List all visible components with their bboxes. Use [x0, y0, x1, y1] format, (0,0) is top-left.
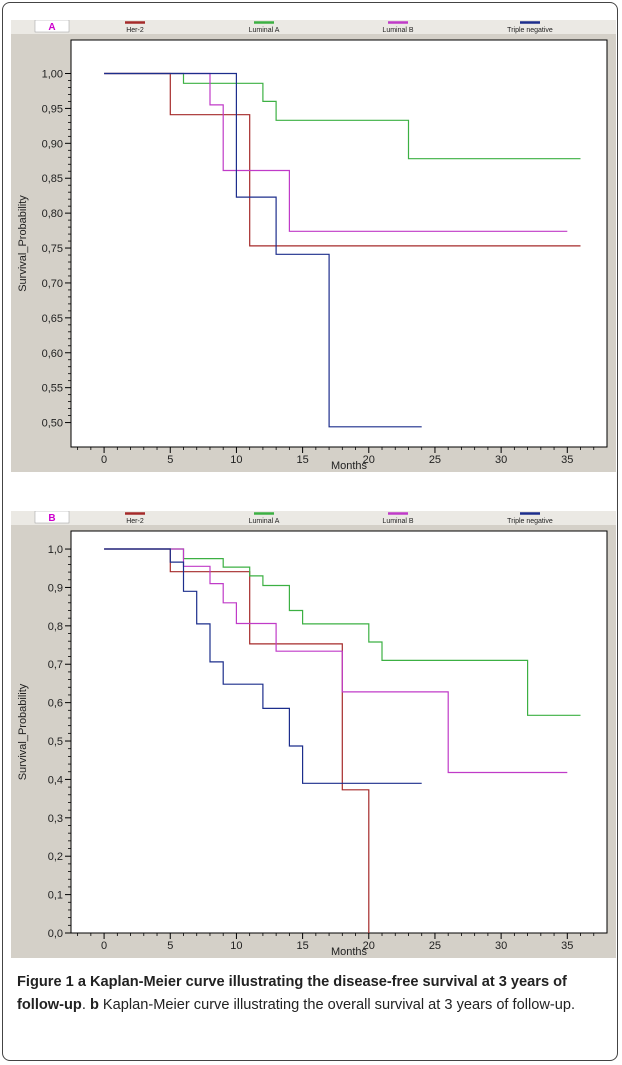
- panel-a-x-tick-label: 0: [101, 454, 107, 466]
- panel-a-legend-strip: [11, 20, 616, 34]
- panel-a-x-tick-label: 30: [495, 454, 507, 466]
- panel-a-legend-label: Triple negative: [507, 27, 553, 34]
- caption-a-text: Figure 1 a Kaplan-Meier curve illustrati…: [17, 974, 567, 1013]
- panel-a-y-tick-label: 0,90: [42, 138, 63, 150]
- panel-a-x-tick-label: 20: [363, 454, 375, 466]
- panel-b-legend-label: Triple negative: [507, 518, 553, 525]
- chart-panel-a: A Her-2 Luminal A Luminal B Triple negative 0…: [11, 20, 616, 472]
- panel-b-y-tick-label: 1,0: [48, 544, 63, 556]
- panel-a-legend-label: Luminal A: [249, 27, 280, 34]
- panel-b-legend-strip: [11, 511, 616, 525]
- panel-a-y-tick-label: 0,55: [42, 383, 63, 395]
- panel-b-x-tick-label: 25: [429, 940, 441, 952]
- panel-b-x-tick-label: 35: [561, 940, 573, 952]
- panel-b-series-luminal-b: [104, 548, 568, 774]
- caption-separator: .: [81, 997, 90, 1013]
- panel-b-y-tick-label: 0,3: [48, 813, 63, 825]
- panel-b-y-tick-label: 0,4: [48, 774, 63, 786]
- panel-b-legend-label: Her-2: [126, 518, 144, 525]
- panel-b-y-tick-label: 0,8: [48, 621, 63, 633]
- panel-b-y-tick-label: 0,6: [48, 698, 63, 710]
- panel-b-label-box: [34, 511, 70, 524]
- panel-b-y-tick-label: 0,5: [48, 736, 63, 748]
- panel-a-x-tick-label: 10: [230, 454, 242, 466]
- panel-a-y-tick-label: 0,95: [42, 103, 63, 115]
- panel-b-series-luminal-a: [104, 548, 581, 716]
- panel-a-legend-label: Her-2: [126, 27, 144, 34]
- panel-a-x-axis-label: Months: [331, 460, 368, 472]
- panel-b-y-tick-label: 0,9: [48, 582, 63, 594]
- panel-b-y-tick-label: 0,7: [48, 659, 63, 671]
- panel-b-series-triple-negative: [104, 548, 422, 784]
- panel-a-series-luminal-b: [104, 72, 568, 232]
- panel-a-y-tick-label: 0,50: [42, 418, 63, 430]
- panel-a-y-tick-label: 0,70: [42, 278, 63, 290]
- panel-a-y-tick-label: 0,65: [42, 313, 63, 325]
- panel-b-x-tick-label: 0: [101, 940, 107, 952]
- panel-a-x-tick-label: 15: [296, 454, 308, 466]
- panel-b-legend-label: Luminal A: [249, 518, 280, 525]
- panel-b-y-tick-label: 0,0: [48, 928, 63, 940]
- panel-a-legend-label: Luminal B: [382, 27, 413, 34]
- panel-a-plot-area: [70, 39, 608, 448]
- panel-b-x-tick-label: 15: [296, 940, 308, 952]
- panel-a-series-luminal-a: [104, 72, 581, 160]
- panel-a-label: A: [48, 22, 55, 33]
- panel-a-x-tick-label: 25: [429, 454, 441, 466]
- chart-panel-b: B Her-2 Luminal A Luminal B Triple negative 0…: [11, 511, 616, 958]
- panel-a-x-tick-label: 35: [561, 454, 573, 466]
- panel-b-y-tick-label: 0,1: [48, 890, 63, 902]
- panel-a-y-tick-label: 0,60: [42, 348, 63, 360]
- panel-a-y-tick-label: 0,75: [42, 243, 63, 255]
- panel-a-x-tick-label: 5: [167, 454, 173, 466]
- caption-b-label: b: [89, 997, 99, 1013]
- panel-b-legend-label: Luminal B: [382, 518, 413, 525]
- panel-a-label-box: [34, 20, 70, 33]
- panel-a-y-axis-label: Survival_Probability: [17, 195, 29, 292]
- panel-a-y-tick-label: 0,80: [42, 208, 63, 220]
- panel-a-y-tick-label: 1,00: [42, 69, 63, 81]
- panel-b-x-axis-label: Months: [331, 946, 368, 958]
- panel-b-x-tick-label: 5: [167, 940, 173, 952]
- panel-b-plot-area: [70, 530, 608, 934]
- panel-b-y-tick-label: 0,2: [48, 851, 63, 863]
- caption-b-text: Kaplan-Meier curve illustrating the over…: [98, 997, 576, 1013]
- panel-b-y-axis-label: Survival_Probability: [17, 683, 29, 780]
- panel-b-x-tick-label: 10: [230, 940, 242, 952]
- figure-caption: Figure 1 a Kaplan-Meier curve illustrati…: [17, 971, 609, 1017]
- panel-b-x-tick-label: 30: [495, 940, 507, 952]
- panel-a-y-tick-label: 0,85: [42, 173, 63, 185]
- panel-b-label: B: [48, 513, 55, 524]
- panel-b-x-tick-label: 20: [363, 940, 375, 952]
- panel-a-series-triple-negative: [104, 72, 422, 428]
